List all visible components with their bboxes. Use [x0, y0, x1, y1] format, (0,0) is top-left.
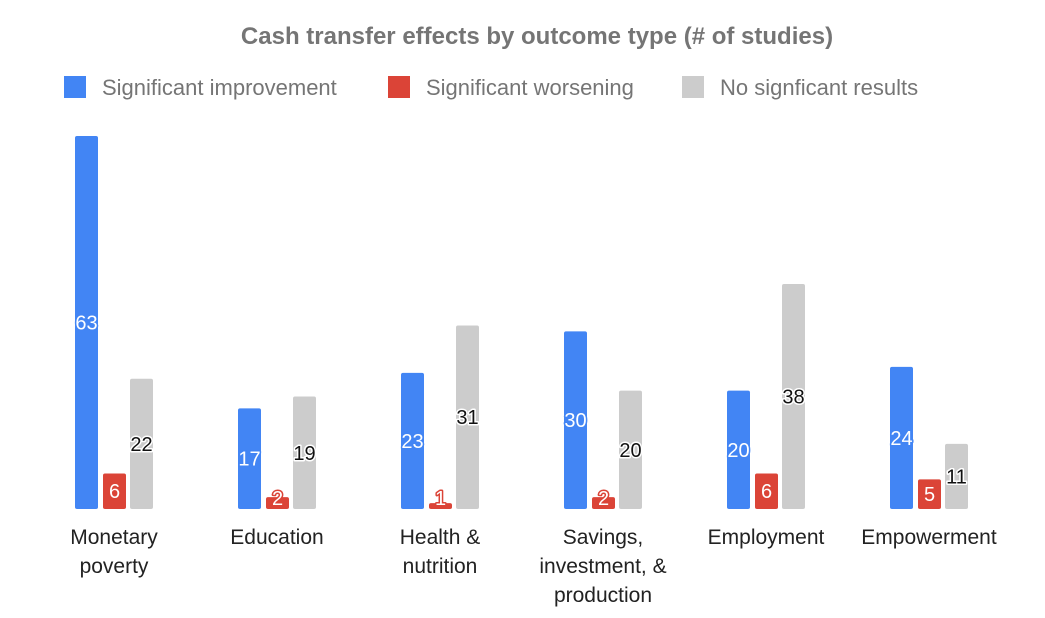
- bar: [293, 396, 316, 509]
- data-label: 11: [946, 466, 967, 488]
- data-label: 17: [238, 449, 260, 471]
- data-label: 2: [598, 488, 609, 510]
- data-label: 20: [619, 440, 641, 462]
- category-label: poverty: [80, 555, 149, 578]
- data-label: 2: [272, 488, 283, 510]
- category-label: Employment: [708, 526, 825, 549]
- data-label: 23: [401, 431, 423, 453]
- category-label: Monetary: [70, 526, 158, 549]
- bar: [755, 473, 778, 509]
- category-label: Health &: [400, 526, 481, 549]
- data-label: 30: [564, 410, 586, 432]
- bar: [782, 284, 805, 509]
- legend-label-1: Significant worsening: [426, 75, 634, 100]
- bar: [266, 497, 289, 509]
- category-label: nutrition: [403, 555, 478, 578]
- category-label: Empowerment: [861, 526, 997, 549]
- bar: [727, 390, 750, 509]
- legend-label-2: No signficant results: [720, 75, 918, 100]
- data-label: 22: [130, 434, 152, 456]
- category-label: investment, &: [539, 555, 666, 578]
- bar: [238, 408, 261, 509]
- category-label: Education: [230, 526, 323, 549]
- data-label: 5: [924, 484, 935, 506]
- chart-title: Cash transfer effects by outcome type (#…: [241, 23, 833, 50]
- legend-label-0: Significant improvement: [102, 75, 337, 100]
- bar: [429, 503, 452, 509]
- data-label: 24: [890, 428, 912, 450]
- data-label: 6: [761, 481, 772, 503]
- bar: [918, 479, 941, 509]
- bar: [564, 331, 587, 509]
- data-label: 38: [782, 387, 804, 409]
- bar: [619, 390, 642, 509]
- bars: 63 6 22 17 2 19 23 1 31 30 2 20 20 6 38 24 5 11: [74, 136, 968, 512]
- bar: [592, 497, 615, 509]
- legend-swatch-1: [388, 76, 410, 98]
- category-label: Savings,: [563, 526, 644, 549]
- bar: [945, 443, 968, 509]
- legend-swatch-2: [682, 76, 704, 98]
- legend-swatch-0: [64, 76, 86, 98]
- bar: [130, 378, 153, 509]
- bar: [103, 473, 126, 509]
- bar: [890, 366, 913, 509]
- category-label: production: [554, 584, 652, 607]
- data-label: 19: [293, 443, 315, 465]
- legend: Significant improvement Significant worse…: [64, 75, 918, 100]
- category-labels: Monetary poverty Education Health & nutritio…: [70, 526, 997, 607]
- data-label: 20: [727, 440, 749, 462]
- data-label: 31: [456, 407, 478, 429]
- data-label: 63: [75, 313, 97, 335]
- data-label: 6: [109, 481, 120, 503]
- bar: [456, 325, 479, 509]
- bar: [75, 136, 98, 509]
- bar: [401, 372, 424, 509]
- data-label: 1: [435, 488, 446, 510]
